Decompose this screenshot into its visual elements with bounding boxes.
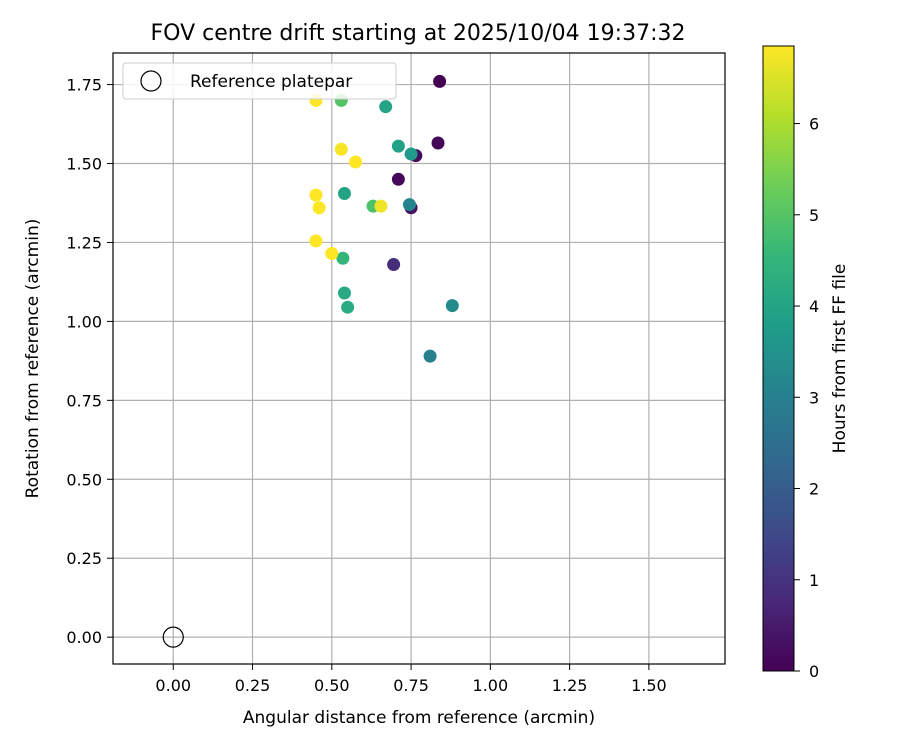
data-point bbox=[402, 198, 416, 212]
data-point bbox=[337, 286, 351, 300]
colorbar bbox=[762, 45, 795, 672]
colorbar-tick-label: 6 bbox=[809, 115, 819, 134]
data-point bbox=[374, 199, 388, 213]
data-point bbox=[341, 300, 355, 314]
data-point bbox=[423, 349, 437, 363]
y-axis-label: Rotation from reference (arcmin) bbox=[23, 219, 43, 499]
colorbar-tick-label: 2 bbox=[809, 480, 819, 499]
colorbar-tick-label: 4 bbox=[809, 297, 819, 316]
data-point bbox=[325, 247, 339, 261]
chart-title: FOV centre drift starting at 2025/10/04 … bbox=[151, 21, 686, 46]
colorbar-label: Hours from first FF file bbox=[830, 264, 850, 454]
data-point bbox=[309, 188, 323, 202]
x-tick-label: 1.00 bbox=[473, 676, 509, 695]
x-ticks: 0.00 0.25 0.50 0.75 1.00 1.25 1.50 bbox=[155, 664, 667, 695]
y-tick-label: 0.25 bbox=[66, 549, 102, 568]
y-tick-label: 0.75 bbox=[66, 391, 102, 410]
y-ticks: 0.00 0.25 0.50 0.75 1.00 1.25 1.50 1.75 bbox=[66, 76, 113, 647]
x-tick-label: 0.25 bbox=[235, 676, 271, 695]
data-point bbox=[337, 187, 351, 201]
data-point bbox=[391, 172, 405, 186]
data-point bbox=[391, 139, 405, 153]
y-tick-label: 1.25 bbox=[66, 233, 102, 252]
legend-box bbox=[122, 62, 397, 100]
data-point bbox=[334, 142, 348, 156]
x-tick-label: 0.00 bbox=[155, 676, 191, 695]
x-tick-label: 1.50 bbox=[631, 676, 667, 695]
legend: Reference platepar bbox=[122, 62, 397, 100]
data-point bbox=[387, 258, 401, 272]
data-point bbox=[336, 251, 350, 265]
colorbar-tick-label: 5 bbox=[809, 206, 819, 225]
colorbar-tick-label: 3 bbox=[809, 388, 819, 407]
legend-reference-label: Reference platepar bbox=[190, 72, 352, 92]
colorbar-tick-label: 1 bbox=[809, 571, 819, 590]
colorbar-ticks: 0 1 2 3 4 5 6 bbox=[794, 115, 819, 681]
data-point bbox=[404, 147, 418, 161]
y-tick-label: 1.50 bbox=[66, 155, 102, 174]
x-tick-label: 0.75 bbox=[393, 676, 429, 695]
y-tick-label: 0.00 bbox=[66, 628, 102, 647]
data-point bbox=[349, 155, 363, 169]
x-tick-label: 0.50 bbox=[314, 676, 350, 695]
x-axis-label: Angular distance from reference (arcmin) bbox=[243, 708, 595, 728]
colorbar-tick-label: 0 bbox=[809, 662, 819, 681]
data-point bbox=[309, 234, 323, 248]
legend-reference-marker bbox=[140, 70, 162, 92]
data-point bbox=[431, 136, 445, 150]
plot-frame bbox=[112, 52, 726, 665]
y-tick-label: 1.75 bbox=[66, 76, 102, 95]
x-tick-label: 1.25 bbox=[552, 676, 588, 695]
y-tick-label: 0.50 bbox=[66, 470, 102, 489]
data-points bbox=[309, 74, 459, 363]
data-point bbox=[379, 100, 393, 114]
data-point bbox=[312, 201, 326, 215]
reference-marker-layer bbox=[162, 626, 184, 648]
y-tick-label: 1.00 bbox=[66, 312, 102, 331]
reference-platepar-marker bbox=[162, 626, 184, 648]
data-point bbox=[445, 299, 459, 313]
gridlines bbox=[113, 53, 725, 664]
data-point bbox=[433, 74, 447, 88]
